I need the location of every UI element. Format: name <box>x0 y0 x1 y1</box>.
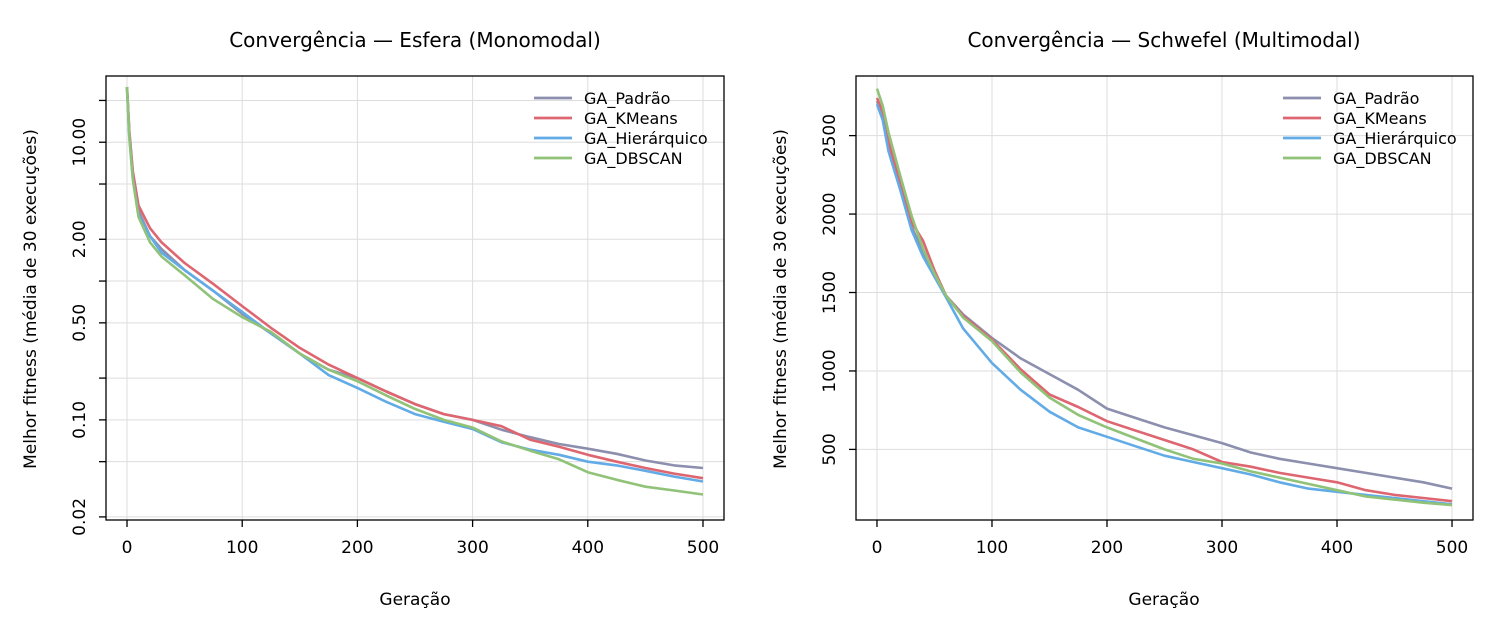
legend-label: GA_Hierárquico <box>1333 129 1457 149</box>
plot-frame <box>855 75 1474 521</box>
legend: GA_PadrãoGA_KMeansGA_HierárquicoGA_DBSCA… <box>534 89 708 169</box>
x-tick-label: 200 <box>1091 538 1123 558</box>
x-tick-label: 0 <box>122 538 133 558</box>
x-tick-label: 400 <box>1321 538 1353 558</box>
legend-label: GA_Padrão <box>584 89 670 109</box>
series-line <box>875 88 1453 507</box>
x-tick-label: 300 <box>1206 538 1238 558</box>
y-axis-label: Melhor fitness (média de 30 execuções) <box>771 129 791 469</box>
chart-panel-schwefel: Convergência — Schwefel (Multimodal) Ger… <box>771 28 1474 610</box>
legend-label: GA_Padrão <box>1333 89 1419 109</box>
x-tick-label: 500 <box>1436 538 1468 558</box>
plot-frame <box>105 75 725 521</box>
chart-title: Convergência — Schwefel (Multimodal) <box>967 28 1360 52</box>
chart-title: Convergência — Esfera (Monomodal) <box>229 28 601 52</box>
y-tick-label: 2.00 <box>70 220 90 258</box>
y-tick-label: 0.10 <box>70 401 90 439</box>
x-tick-label: 100 <box>976 538 1008 558</box>
series-line <box>875 100 1453 490</box>
y-tick-label: 10.00 <box>70 118 90 167</box>
chart-panel-esfera: Convergência — Esfera (Monomodal) Geraçã… <box>21 28 725 610</box>
x-tick-label: 100 <box>226 538 258 558</box>
y-tick-label: 1500 <box>820 271 840 314</box>
legend-label: GA_KMeans <box>1333 109 1427 129</box>
series-line <box>125 86 704 496</box>
x-tick-label: 300 <box>456 538 488 558</box>
series-line <box>125 86 704 480</box>
legend: GA_PadrãoGA_KMeansGA_HierárquicoGA_DBSCA… <box>1283 89 1457 169</box>
y-axis-label: Melhor fitness (média de 30 execuções) <box>21 129 41 469</box>
legend-label: GA_DBSCAN <box>1333 149 1432 169</box>
y-tick-label: 0.50 <box>70 304 90 342</box>
y-tick-label: 2500 <box>820 114 840 157</box>
x-axis-label: Geração <box>1128 590 1199 610</box>
x-axis-label: Geração <box>379 590 450 610</box>
x-tick-label: 500 <box>687 538 719 558</box>
y-tick-label: 500 <box>820 433 840 465</box>
legend-label: GA_KMeans <box>584 109 678 129</box>
legend-label: GA_DBSCAN <box>584 149 683 169</box>
legend-label: GA_Hierárquico <box>584 129 708 149</box>
y-tick-label: 0.02 <box>70 498 90 536</box>
x-tick-label: 200 <box>341 538 373 558</box>
x-tick-label: 0 <box>872 538 883 558</box>
x-tick-label: 400 <box>572 538 604 558</box>
y-tick-label: 2000 <box>820 192 840 235</box>
series-line <box>875 103 1453 506</box>
series-line <box>125 89 704 483</box>
y-tick-label: 1000 <box>820 349 840 392</box>
